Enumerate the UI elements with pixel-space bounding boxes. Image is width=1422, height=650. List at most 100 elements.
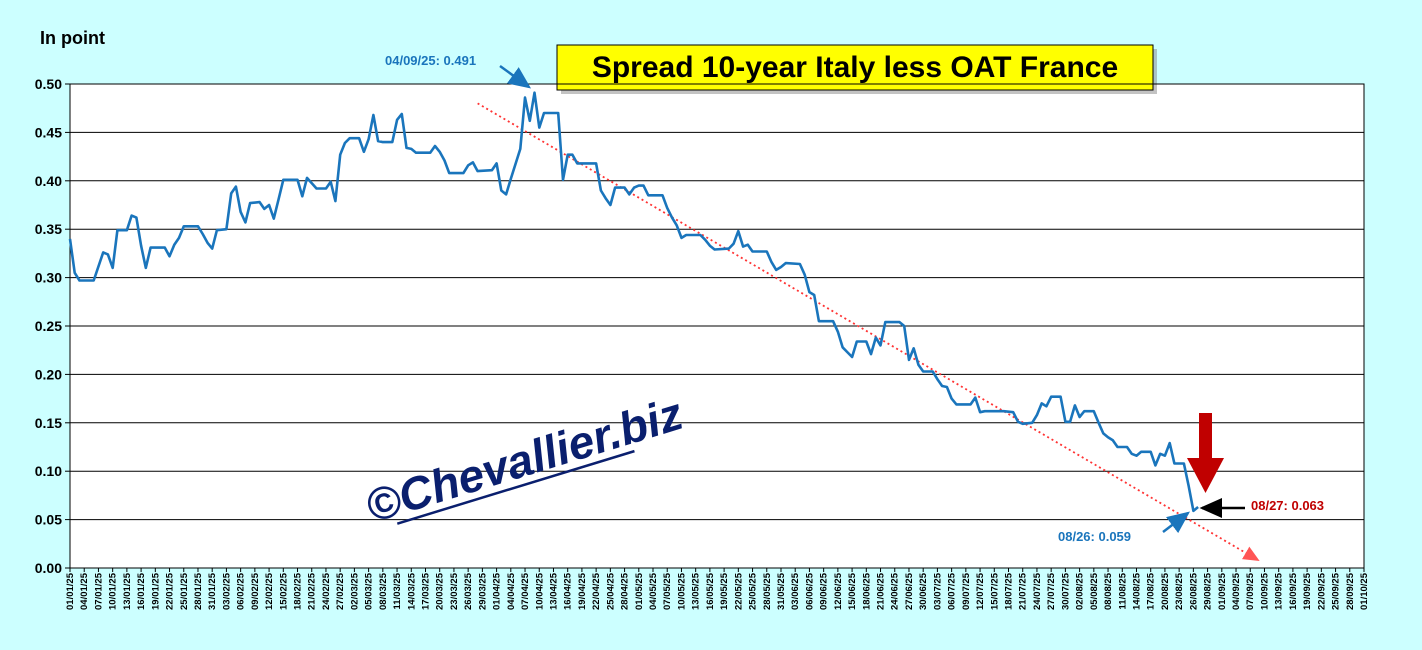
- x-tick-label: 21/06/25: [876, 572, 887, 610]
- x-tick-label: 28/01/25: [193, 572, 204, 610]
- x-tick-label: 31/05/25: [776, 572, 787, 610]
- x-tick-label: 12/06/25: [833, 572, 844, 610]
- down-arrow-head: [1187, 458, 1224, 493]
- x-tick-label: 26/08/25: [1188, 572, 1199, 610]
- x-tick-label: 11/03/25: [392, 572, 403, 609]
- trend-line: [477, 102, 1260, 562]
- x-tick-label: 18/06/25: [861, 572, 872, 610]
- x-tick-label: 28/04/25: [620, 572, 631, 610]
- x-tick-label: 17/08/25: [1146, 572, 1157, 610]
- x-tick-label: 18/07/25: [1004, 572, 1015, 610]
- x-tick-label: 10/05/25: [676, 572, 687, 610]
- x-tick-label: 28/09/25: [1345, 572, 1356, 610]
- x-tick-label: 19/09/25: [1302, 572, 1313, 610]
- x-tick-label: 01/04/25: [492, 572, 503, 610]
- x-tick-label: 13/01/25: [122, 572, 133, 610]
- x-tick-label: 23/08/25: [1174, 572, 1185, 610]
- x-tick-label: 05/08/25: [1089, 572, 1100, 610]
- x-tick-label: 16/04/25: [563, 572, 574, 610]
- chart-title: Spread 10-year Italy less OAT France: [592, 51, 1118, 84]
- y-tick-label: 0.00: [35, 560, 62, 576]
- x-tick-label: 16/05/25: [705, 572, 716, 610]
- x-tick-label: 27/07/25: [1046, 572, 1057, 610]
- x-tick-label: 06/02/25: [236, 572, 247, 610]
- x-tick-label: 08/08/25: [1103, 572, 1114, 610]
- annotation: 04/09/25: 0.491: [385, 53, 476, 68]
- x-tick-label: 22/01/25: [165, 572, 176, 610]
- x-tick-label: 09/07/25: [961, 572, 972, 610]
- x-tick-label: 28/05/25: [762, 572, 773, 610]
- x-tick-label: 06/06/25: [804, 572, 815, 610]
- x-tick-label: 20/03/25: [435, 572, 446, 610]
- x-tick-label: 07/05/25: [662, 572, 673, 610]
- x-tick-label: 22/09/25: [1316, 572, 1327, 610]
- x-tick-label: 29/08/25: [1203, 572, 1214, 610]
- x-tick-label: 16/01/25: [136, 572, 147, 610]
- watermark-underline: [396, 449, 635, 525]
- y-tick-label: 0.25: [35, 318, 62, 334]
- x-tick-label: 15/02/25: [278, 572, 289, 610]
- x-tick-label: 31/01/25: [207, 572, 218, 610]
- y-tick-label: 0.50: [35, 76, 62, 92]
- x-tick-label: 20/08/25: [1160, 572, 1171, 610]
- x-tick-label: 23/03/25: [449, 572, 460, 610]
- x-tick-label: 14/08/25: [1131, 572, 1142, 610]
- x-tick-label: 07/04/25: [520, 572, 531, 610]
- x-tick-label: 07/09/25: [1245, 572, 1256, 610]
- y-tick-label: 0.30: [35, 270, 62, 286]
- x-tick-label: 05/03/25: [364, 572, 375, 610]
- x-tick-label: 03/06/25: [790, 572, 801, 610]
- x-tick-label: 24/02/25: [321, 572, 332, 610]
- x-tick-label: 30/06/25: [918, 572, 929, 610]
- x-tick-label: 04/09/25: [1231, 572, 1242, 610]
- x-tick-label: 04/04/25: [506, 572, 517, 610]
- annotation-arrow: [1162, 511, 1190, 534]
- x-tick-label: 29/03/25: [477, 572, 488, 610]
- x-tick-label: 04/01/25: [79, 572, 90, 610]
- x-tick-label: 15/06/25: [847, 572, 858, 610]
- y-tick-label: 0.10: [35, 463, 62, 479]
- down-arrow-shaft: [1199, 413, 1212, 459]
- x-tick-label: 19/01/25: [150, 572, 161, 610]
- x-tick-label: 02/08/25: [1075, 572, 1086, 610]
- x-tick-label: 19/05/25: [719, 572, 730, 610]
- x-tick-label: 16/09/25: [1288, 572, 1299, 610]
- x-tick-label: 24/07/25: [1032, 572, 1043, 610]
- x-tick-label: 06/07/25: [947, 572, 958, 610]
- x-tick-label: 10/09/25: [1259, 572, 1270, 610]
- annotation-arrow: [499, 64, 532, 89]
- title-box: [556, 44, 1154, 91]
- x-tick-label: 27/06/25: [904, 572, 915, 610]
- x-tick-label: 07/01/25: [93, 572, 104, 610]
- x-tick-label: 21/02/25: [307, 572, 318, 610]
- x-tick-label: 01/05/25: [634, 572, 645, 610]
- y-tick-label: 0.05: [35, 512, 62, 528]
- x-tick-label: 14/03/25: [406, 572, 417, 610]
- x-tick-label: 12/02/25: [264, 572, 275, 610]
- annotation: 08/27: 0.063: [1251, 498, 1324, 513]
- x-tick-label: 02/03/25: [349, 572, 360, 610]
- x-tick-label: 24/06/25: [890, 572, 901, 610]
- x-tick-label: 25/01/25: [179, 572, 190, 610]
- x-tick-label: 01/10/25: [1359, 572, 1370, 610]
- x-tick-label: 08/03/25: [378, 572, 389, 610]
- x-tick-label: 09/06/25: [819, 572, 830, 610]
- x-tick-label: 01/01/25: [65, 572, 76, 610]
- x-tick-label: 18/02/25: [293, 572, 304, 610]
- x-tick-label: 03/02/25: [221, 572, 232, 610]
- y-tick-label: 0.35: [35, 221, 62, 237]
- x-tick-label: 27/02/25: [335, 572, 346, 610]
- x-tick-label: 11/08/25: [1117, 572, 1128, 609]
- x-tick-label: 17/03/25: [420, 572, 431, 610]
- y-tick-label: 0.15: [35, 415, 62, 431]
- x-tick-label: 26/03/25: [463, 572, 474, 610]
- x-tick-label: 01/09/25: [1217, 572, 1228, 610]
- x-tick-label: 15/07/25: [989, 572, 1000, 610]
- x-tick-label: 30/07/25: [1060, 572, 1071, 610]
- x-tick-label: 09/02/25: [250, 572, 261, 610]
- y-tick-label: 0.20: [35, 366, 62, 382]
- annotation: 08/26: 0.059: [1058, 529, 1131, 544]
- x-tick-label: 25/09/25: [1331, 572, 1342, 610]
